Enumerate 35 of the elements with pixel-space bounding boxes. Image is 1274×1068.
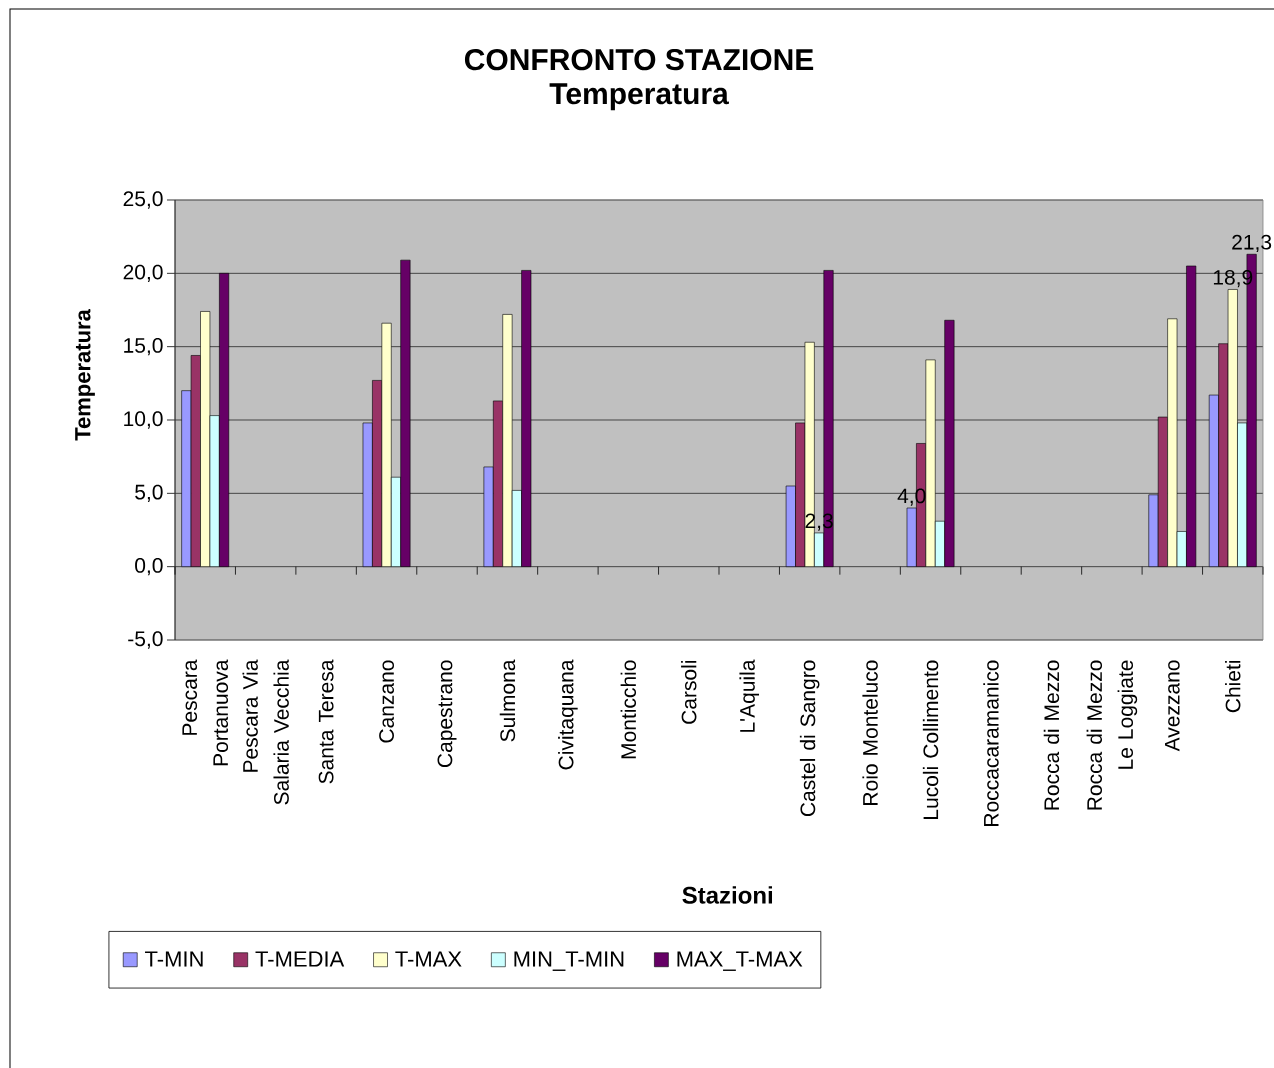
x-tick-label: Santa Teresa xyxy=(318,659,334,784)
y-tick-label: -5,0 xyxy=(128,631,163,649)
x-tick-label: Pescara Portanuova xyxy=(182,659,229,766)
y-axis-title: Temperatura xyxy=(75,309,95,441)
x-tick-label: Roio Monteluco xyxy=(862,660,878,805)
y-tick-label: 5,0 xyxy=(135,484,163,502)
x-axis-title: Stazioni xyxy=(682,886,773,904)
y-tick-label: 20,0 xyxy=(123,264,163,282)
data-label: 21,3 xyxy=(1232,234,1272,253)
legend-label: T-MEDIA xyxy=(255,951,345,967)
x-tick-label: Rocca di Mezzo Le Loggiate xyxy=(1086,660,1138,810)
x-tick-label: Roccacaramanico xyxy=(983,660,999,826)
x-tick-label: Monticchio xyxy=(620,660,637,759)
y-tick-label: 25,0 xyxy=(123,191,163,209)
x-tick-label: Capestrano xyxy=(437,660,457,768)
legend-label: T-MIN xyxy=(145,951,203,967)
y-tick-label: 10,0 xyxy=(124,411,163,429)
x-tick-label: L'Aquila xyxy=(739,659,760,732)
legend-label: MIN_T-MIN xyxy=(514,951,624,971)
x-tick-label: Castel di Sangro xyxy=(799,660,820,817)
legend-label: MAX_T-MAX xyxy=(677,951,803,971)
x-tick-label: Chieti xyxy=(1225,660,1241,713)
x-tick-label: Lucoli Collimento xyxy=(922,660,939,819)
chart-subtitle: Temperatura xyxy=(549,83,729,111)
legend-label: T-MAX xyxy=(395,951,462,967)
x-tick-label: Sulmona xyxy=(499,659,516,742)
x-tick-label: Civitaquana xyxy=(558,659,578,770)
y-tick-label: 15,0 xyxy=(124,337,163,356)
x-tick-label: Avezzano xyxy=(1165,660,1180,752)
x-tick-label: Pescara Via Salaria Vecchia xyxy=(242,659,289,805)
chart-title: CONFRONTO STAZIONE xyxy=(464,49,814,71)
x-tick-label: Carsoli xyxy=(681,660,697,724)
x-tick-label: Rocca di Mezzo xyxy=(1043,660,1060,810)
y-tick-label: 0,0 xyxy=(135,557,163,576)
x-tick-label: Canzano xyxy=(379,660,394,743)
